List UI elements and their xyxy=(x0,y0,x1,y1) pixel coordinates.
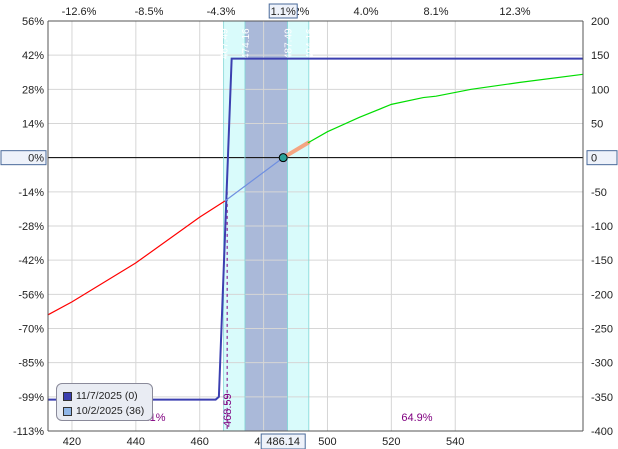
x-tick-label: 420 xyxy=(63,436,81,448)
y-left-tick-label: -99% xyxy=(18,392,44,404)
y-right-tick-label: 200 xyxy=(591,16,609,28)
y-left-tick-label: -113% xyxy=(13,426,44,438)
strike-label: 487.49 xyxy=(284,28,295,59)
x-tick-label: 440 xyxy=(127,436,145,448)
top-tick-label: -4.3% xyxy=(207,6,236,18)
strike-label: 467.49 xyxy=(220,28,231,59)
x-tick-label: 500 xyxy=(318,436,336,448)
legend-label-current: 10/2/2025 (36) xyxy=(76,405,145,417)
right-zero-box xyxy=(586,150,618,166)
legend-label-expiry: 11/7/2025 (0) xyxy=(76,390,138,402)
current-price-marker xyxy=(278,153,288,163)
chart-legend[interactable]: 11/7/2025 (0) 10/2/2025 (36) xyxy=(56,383,153,421)
top-tick-label: -8.5% xyxy=(135,6,164,18)
y-left-tick-label: -42% xyxy=(18,255,44,267)
y-right-tick-label: -250 xyxy=(591,324,613,336)
left-zero-box xyxy=(0,150,47,166)
expiry-payoff-line xyxy=(48,57,583,401)
y-right-tick-label: -350 xyxy=(591,392,613,404)
y-right-tick-label: -200 xyxy=(591,289,613,301)
strike-label: 474.16 xyxy=(241,28,252,59)
top-tick-label: -12.6% xyxy=(62,6,97,18)
left-zero-label: 0% xyxy=(28,153,44,165)
y-right-tick-label: -50 xyxy=(591,187,607,199)
y-left-tick-label: 28% xyxy=(22,84,44,96)
legend-item-expiry: 11/7/2025 (0) xyxy=(63,389,152,403)
right-zero-label: 0 xyxy=(591,153,597,165)
top-tick-label: 4.0% xyxy=(353,6,378,18)
legend-swatch-current xyxy=(63,406,72,416)
x-tick-label: 540 xyxy=(446,436,464,448)
top-current-label: 1.1% xyxy=(271,6,296,18)
legend-item-current: 10/2/2025 (36) xyxy=(63,404,152,418)
current-curve-profit xyxy=(307,73,584,144)
legend-swatch-expiry xyxy=(63,391,72,401)
y-left-tick-label: -70% xyxy=(18,324,44,336)
y-left-tick-label: -28% xyxy=(18,221,44,233)
y-right-tick-label: 150 xyxy=(591,50,609,62)
strike-label: 494.16 xyxy=(305,28,316,59)
y-left-tick-label: 14% xyxy=(22,119,44,131)
top-current-box xyxy=(268,3,298,19)
y-right-tick-label: 50 xyxy=(591,119,603,131)
y-right-tick-label: -150 xyxy=(591,255,613,267)
x-tick-label: 520 xyxy=(382,436,400,448)
y-left-tick-label: -14% xyxy=(18,187,44,199)
y-right-tick-label: -400 xyxy=(591,426,613,438)
current-curve-near-money xyxy=(224,157,284,202)
prob-right-label: 64.9% xyxy=(401,412,432,424)
y-right-tick-label: 100 xyxy=(591,84,609,96)
top-tick-label: 8.1% xyxy=(423,6,448,18)
y-left-tick-label: -56% xyxy=(18,289,44,301)
y-right-tick-label: -300 xyxy=(591,358,613,370)
current-curve-loss xyxy=(47,200,226,316)
y-right-tick-label: -100 xyxy=(591,221,613,233)
top-tick-label: 12.3% xyxy=(499,6,530,18)
y-left-tick-label: 56% xyxy=(22,16,44,28)
breakeven-label: 468.59 xyxy=(222,393,234,427)
current-curve-near-money-up xyxy=(281,140,311,160)
y-left-tick-label: 42% xyxy=(22,50,44,62)
x-tick-label: 460 xyxy=(191,436,209,448)
y-left-tick-label: -85% xyxy=(18,358,44,370)
bottom-current-label: 486.14 xyxy=(266,436,300,448)
bottom-current-box xyxy=(260,433,306,449)
